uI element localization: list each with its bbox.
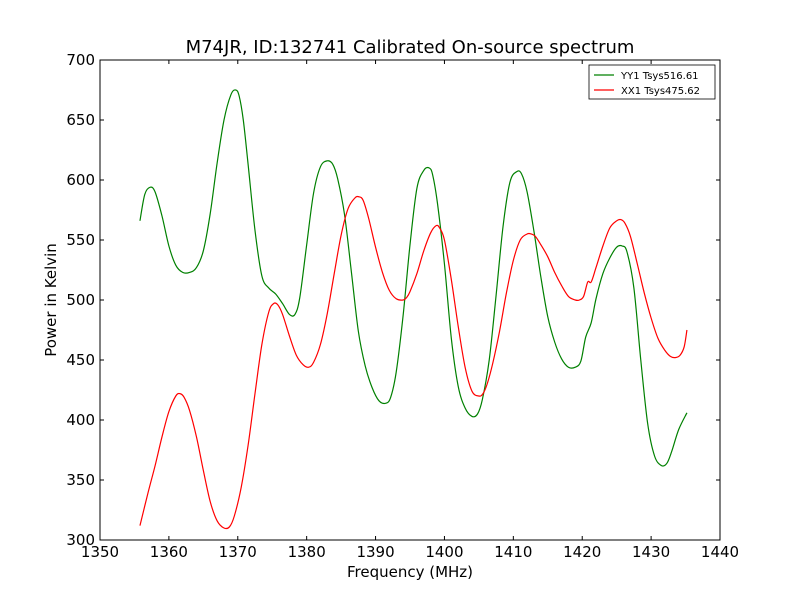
y-axis: 300 350 400 450 500 550 600 650 700 [66, 51, 720, 549]
y-tick-label: 300 [66, 531, 95, 549]
y-tick-label: 550 [66, 231, 95, 249]
x-tick-label: 1400 [425, 543, 463, 561]
legend: YY1 Tsys516.61 XX1 Tsys475.62 [588, 64, 716, 100]
series-line-1 [139, 195, 688, 530]
y-tick-label: 700 [66, 51, 95, 69]
chart-title: M74JR, ID:132741 Calibrated On-source sp… [186, 37, 635, 58]
series-line-0 [139, 89, 688, 467]
x-tick-label: 1360 [150, 543, 188, 561]
x-tick-label: 1350 [81, 543, 119, 561]
y-axis-title: Power in Kelvin [42, 243, 60, 357]
legend-box [588, 64, 716, 100]
x-tick-label: 1410 [494, 543, 532, 561]
y-tick-label: 400 [66, 411, 95, 429]
legend-label-0: YY1 Tsys516.61 [620, 71, 699, 82]
x-axis-title: Frequency (MHz) [347, 563, 473, 581]
y-tick-label: 350 [66, 471, 95, 489]
y-tick-label: 500 [66, 291, 95, 309]
y-tick-label: 450 [66, 351, 95, 369]
legend-label-1: XX1 Tsys475.62 [621, 86, 700, 97]
x-axis: 1350 1360 1370 1380 1390 1400 1410 1420 1430 1440 [81, 60, 739, 561]
x-tick-label: 1420 [563, 543, 601, 561]
x-tick-label: 1380 [288, 543, 326, 561]
y-tick-label: 600 [66, 171, 95, 189]
x-tick-label: 1430 [632, 543, 670, 561]
x-tick-label: 1390 [356, 543, 394, 561]
y-tick-label: 650 [66, 111, 95, 129]
x-tick-label: 1370 [219, 543, 257, 561]
series-layer [139, 89, 688, 530]
x-tick-label: 1440 [701, 543, 739, 561]
plot-area [100, 60, 720, 540]
